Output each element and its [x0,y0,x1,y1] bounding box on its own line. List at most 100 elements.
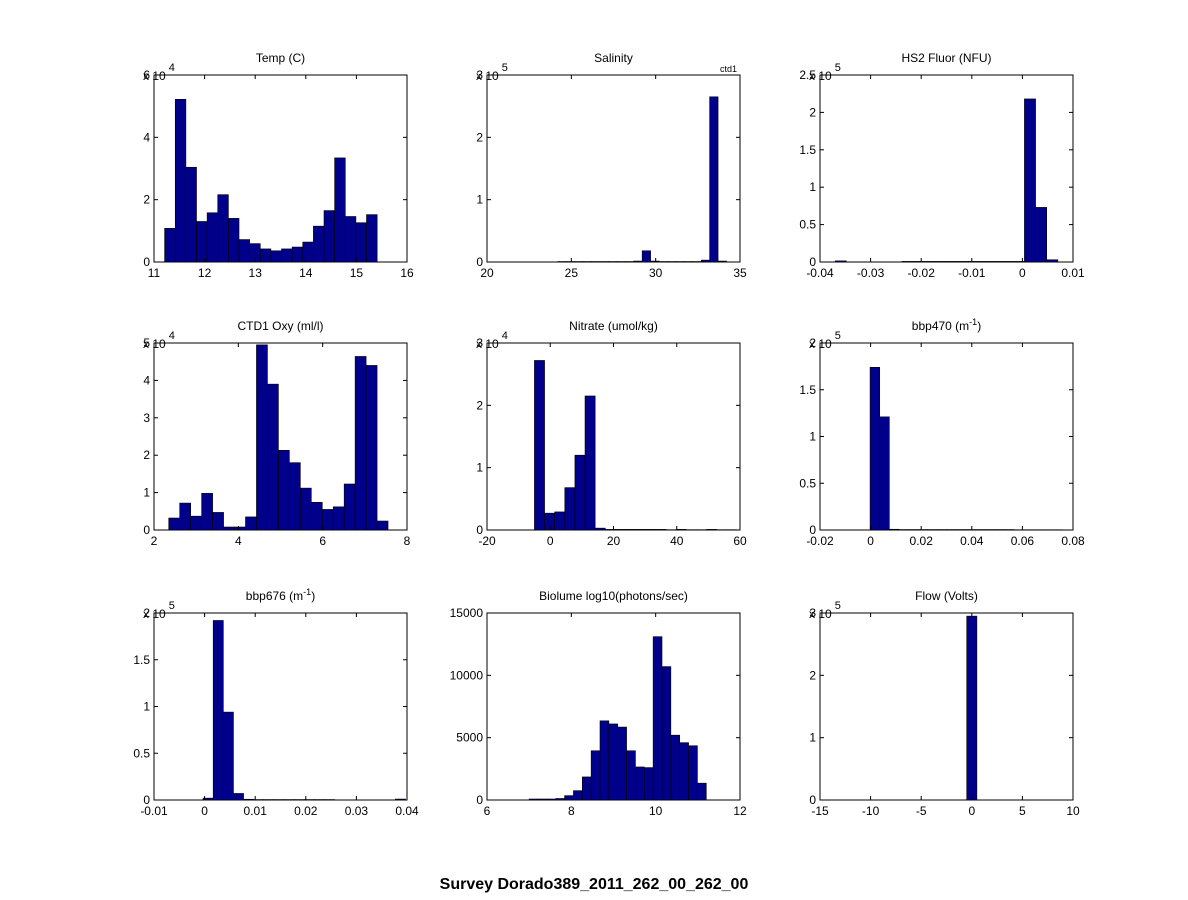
y-tick-label: 2 [809,668,816,682]
y-tick-label: 6 [143,68,150,82]
x-tick-label: 0 [867,534,874,548]
histogram-bar [709,96,719,263]
histogram-bar [617,726,627,801]
x-tick-label: 0.06 [1011,534,1035,548]
subplot-title-text: Temp (C) [256,51,305,65]
y-exponent-base: x 10 [143,607,166,621]
y-tick-label: 0 [143,523,150,537]
y-tick-label: 2 [143,193,150,207]
histogram-bar [968,261,981,263]
y-tick-label: 0 [476,793,483,807]
y-exponent-label: x 105 [809,62,841,83]
subplot-title: CTD1 Oxy (ml/l) [238,319,324,333]
y-tick-label: 1 [143,486,150,500]
x-tick-label: 25 [565,266,579,280]
axes-frame [486,74,741,263]
y-tick-label: 2 [476,398,483,412]
y-tick-label: 0.5 [133,746,150,760]
histogram-bar [641,250,651,263]
histogram-bar [1024,98,1036,263]
histogram-bar [206,212,219,263]
subplot-title: Biolume log10(photons/sec) [539,589,688,603]
x-tick-label: 6 [484,804,491,818]
subplot-title: Flow (Volts) [915,589,978,603]
histogram-bar [635,766,645,801]
histogram-bar [633,260,643,263]
histogram-bar [1035,207,1047,263]
histogram-bars [834,98,1059,263]
subplot-title-suffix: ) [311,589,315,603]
y-exponent-power: 5 [502,62,508,74]
x-tick-label: 12 [198,266,212,280]
x-tick-label: -20 [478,534,496,548]
histogram-bar [310,502,323,531]
y-tick-label: 1.5 [799,143,816,157]
x-tick-label: 8 [404,534,411,548]
histogram-bar [834,260,847,263]
histogram-bar [259,248,272,263]
histogram-bar [196,221,208,263]
histogram-bar [313,225,325,263]
histogram-bar [201,493,213,531]
y-tick-label: 1 [143,700,150,714]
histogram-bar [544,512,555,531]
histogram-bar [990,261,1003,263]
y-exponent-label: x 104 [143,62,175,83]
histogram-bar [650,260,660,263]
histogram-bar [889,528,900,531]
histogram-bars [164,99,378,263]
histogram-bar [700,259,710,263]
subplot-title-text: CTD1 Oxy (ml/l) [238,319,324,333]
subplot-biolume-histogram: 6 8 10 12 0 5000 10000 15000 Biolume log10(photo… [450,589,747,818]
histogram-bar [537,798,548,801]
histogram-bar [655,529,667,531]
y-tick-label: 0 [809,523,816,537]
histogram-bar [615,529,626,531]
x-tick-label: 20 [607,534,621,548]
histogram-bar [366,214,378,263]
x-tick-label: 12 [733,804,747,818]
axes-frame [153,612,408,801]
y-exponent-base: x 10 [143,69,166,83]
histogram-bar [281,248,293,263]
subplot-title-text: Flow (Volts) [915,589,978,603]
y-exponent-label: x 104 [143,330,175,351]
y-tick-label: 4 [143,373,150,387]
x-tick-label: 0 [968,804,975,818]
y-tick-label: 0 [476,255,483,269]
y-tick-label: 1 [809,430,816,444]
x-tick-label: 11 [148,266,161,280]
y-tick-label: 3 [476,336,483,350]
y-tick-label: 2.5 [799,68,816,82]
histogram-bar [302,241,314,263]
histogram-bar [688,745,698,801]
histogram-bars [534,360,738,531]
x-tick-label: -0.04 [806,266,834,280]
histogram-bar [923,261,936,263]
histogram-bar [626,750,636,801]
y-exponent-label: x 105 [809,600,841,621]
y-exponent-power: 4 [169,330,175,342]
y-exponent-power: 5 [835,62,841,74]
x-tick-label: 35 [733,266,747,280]
histogram-bar [546,798,557,801]
histogram-bar [267,383,279,531]
subplot-title-superscript: -1 [303,587,311,597]
histogram-bar [652,636,663,801]
histogram-bar [174,99,187,263]
y-tick-label: 0 [476,523,483,537]
histogram-bar [590,750,601,801]
histogram-bar [300,487,312,531]
histogram-bar [717,260,727,263]
y-tick-label: 0 [143,255,150,269]
y-tick-label: 2 [476,130,483,144]
histogram-bar [564,487,576,531]
y-exponent-power: 5 [835,600,841,612]
y-tick-label: 3 [809,606,816,620]
y-tick-label: 1.5 [799,383,816,397]
x-tick-label: 0 [201,804,208,818]
